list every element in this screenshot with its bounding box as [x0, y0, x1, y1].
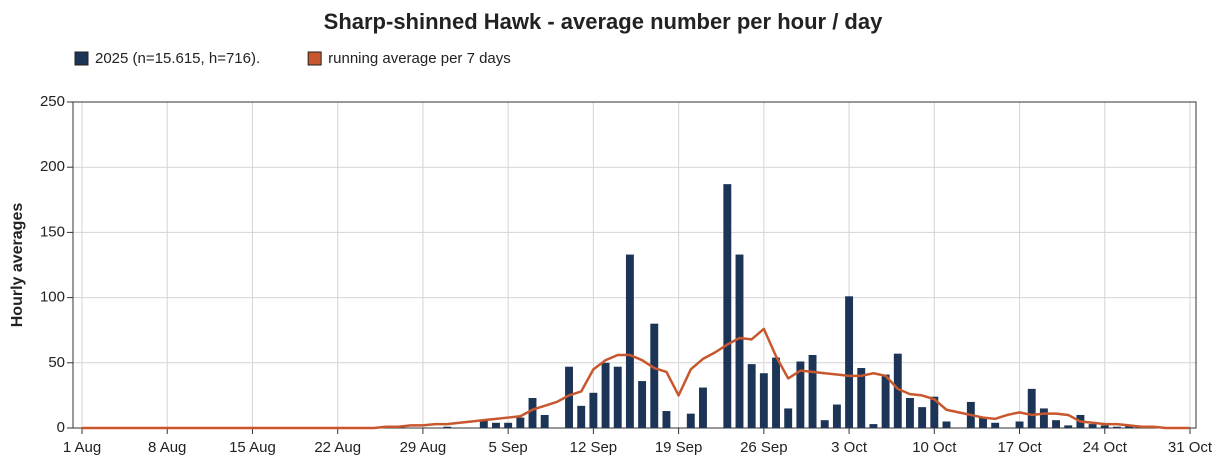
- x-tick-label: 3 Oct: [831, 439, 868, 456]
- y-axis-label: Hourly averages: [9, 203, 26, 328]
- bar: [589, 392, 598, 428]
- bar: [625, 254, 634, 428]
- bar: [492, 422, 500, 428]
- bar: [735, 254, 744, 428]
- x-tick-label: 19 Sep: [655, 439, 703, 456]
- bar: [540, 414, 549, 428]
- x-tick-label: 31 Oct: [1168, 439, 1213, 456]
- bar: [1125, 425, 1134, 428]
- line: [82, 327, 1190, 430]
- bar: [1027, 388, 1036, 428]
- y-tick-label: 250: [40, 93, 65, 110]
- legend-label: 2025 (n=15.615, h=716).: [95, 50, 260, 67]
- bar: [577, 405, 586, 428]
- bar: [845, 296, 854, 428]
- bar: [747, 364, 756, 428]
- bar: [479, 420, 488, 428]
- chart-title: Sharp-shinned Hawk - average number per …: [324, 9, 883, 34]
- bar: [1088, 424, 1097, 428]
- bar: [565, 366, 573, 428]
- bar: [1100, 425, 1109, 428]
- x-tick-label: 26 Sep: [740, 439, 788, 456]
- y-tick-label: 200: [40, 158, 65, 175]
- bar: [857, 368, 866, 428]
- bar: [638, 381, 647, 428]
- legend-swatch: [74, 51, 89, 66]
- y-tick-label: 150: [40, 223, 65, 240]
- plot-frame: [72, 101, 1197, 429]
- bar: [942, 421, 951, 428]
- x-tick-label: 1 Aug: [63, 439, 101, 456]
- x-tick-label: 29 Aug: [400, 439, 447, 456]
- bar: [1112, 426, 1121, 428]
- bar: [1015, 421, 1024, 428]
- bar: [699, 387, 707, 428]
- x-tick-label: 5 Sep: [489, 439, 528, 456]
- bar: [601, 362, 610, 428]
- bar: [759, 373, 768, 428]
- bar: [504, 422, 513, 428]
- y-tick-label: 100: [40, 289, 65, 306]
- bar: [650, 323, 659, 428]
- bar: [930, 396, 939, 428]
- bar: [686, 413, 695, 428]
- bar: [723, 184, 732, 428]
- y-tick-label: 0: [57, 419, 65, 436]
- bar: [820, 420, 829, 428]
- x-tick-label: 12 Sep: [570, 439, 618, 456]
- bar: [881, 374, 890, 428]
- bar: [443, 426, 452, 428]
- bar: [613, 366, 622, 428]
- bar: [528, 398, 537, 428]
- legend-label: running average per 7 days: [328, 50, 511, 67]
- bar: [796, 361, 805, 428]
- x-tick-label: 15 Aug: [229, 439, 276, 456]
- bar: [516, 417, 525, 428]
- bar: [662, 411, 671, 428]
- legend-swatch: [307, 51, 322, 66]
- x-tick-label: 10 Oct: [912, 439, 957, 456]
- x-tick-label: 24 Oct: [1083, 439, 1128, 456]
- x-tick-label: 17 Oct: [997, 439, 1042, 456]
- bar: [1064, 425, 1073, 428]
- x-tick-label: 22 Aug: [314, 439, 361, 456]
- bar: [772, 357, 780, 428]
- bar: [979, 417, 987, 428]
- bar: [832, 404, 841, 428]
- bar: [991, 422, 1000, 428]
- bar: [784, 408, 793, 428]
- bar: [905, 398, 914, 428]
- bar: [1052, 420, 1061, 428]
- bar: [918, 407, 927, 428]
- bar: [808, 354, 817, 428]
- bar: [869, 424, 878, 428]
- bar: [1039, 408, 1048, 428]
- bar: [893, 353, 902, 428]
- x-tick-label: 8 Aug: [148, 439, 186, 456]
- y-tick-label: 50: [48, 354, 65, 371]
